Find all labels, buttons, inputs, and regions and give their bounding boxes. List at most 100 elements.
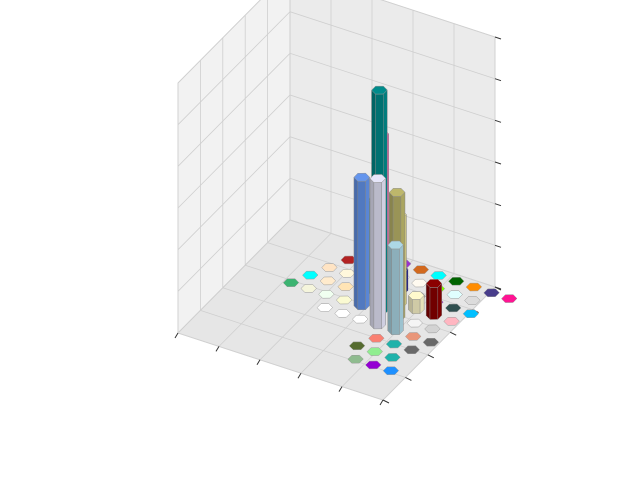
hex-bar	[425, 278, 443, 320]
hex-bar	[422, 338, 440, 347]
hex-bar	[335, 295, 353, 305]
hex-bar	[446, 290, 463, 299]
hex-bar	[369, 174, 387, 330]
hex-bar-top	[382, 366, 400, 375]
hex-bar	[403, 345, 420, 355]
hex-bar	[448, 277, 465, 286]
hex-bar-top	[405, 332, 422, 341]
hex-bar	[302, 270, 319, 280]
hex-bar-top	[353, 172, 370, 182]
hex-bar-top	[462, 309, 479, 318]
hex-bar-top	[406, 318, 423, 328]
y-tick	[449, 331, 457, 336]
hex-bar-side	[369, 178, 375, 330]
x-tick	[338, 386, 343, 392]
x-tick	[174, 332, 179, 339]
hex-bar	[353, 172, 370, 311]
hex-bar-top	[430, 271, 447, 280]
grid-line	[218, 233, 332, 347]
hex-bar-top	[403, 345, 420, 355]
hex-bar	[462, 309, 479, 318]
hex-bar	[352, 314, 369, 324]
hex-bar-top	[443, 317, 460, 326]
hex-bar-side	[365, 176, 370, 311]
hex-bar-side	[373, 182, 382, 330]
hex-bar-top	[446, 290, 463, 299]
hex-bar-top	[501, 294, 518, 303]
hex-bar-side	[429, 287, 438, 320]
z-tick	[494, 244, 502, 248]
y-tick	[382, 399, 390, 404]
hex-bar-top	[445, 303, 462, 313]
hex-bar-top	[366, 347, 383, 356]
hex-bar-side	[357, 180, 366, 311]
axes-ticks	[174, 36, 502, 406]
y-tick	[427, 354, 435, 359]
grid-line	[177, 219, 496, 334]
hex-bar-top	[412, 265, 430, 274]
hex-bar-top	[369, 174, 387, 183]
hex-bar-side	[426, 283, 431, 320]
grid-line	[177, 332, 384, 401]
hex-bar	[430, 271, 447, 280]
hex-bar	[319, 276, 337, 286]
grid-line	[177, 94, 496, 209]
hex-bar-top	[321, 263, 338, 272]
hex-bar	[365, 360, 382, 370]
hex-bar-top	[335, 295, 353, 305]
hex-bar-top	[319, 276, 337, 286]
hex-bar-top	[465, 282, 483, 292]
hex-bar	[405, 332, 422, 341]
hex-bar-top	[334, 309, 351, 318]
hex-bar	[316, 303, 333, 312]
hex-bar	[337, 282, 354, 291]
hex-bar-side	[399, 244, 404, 336]
hex-bar-top	[318, 290, 335, 299]
hex-bar-top	[388, 188, 406, 197]
hex-bar	[384, 353, 401, 362]
hex-bar	[387, 240, 404, 336]
hex-bar-top	[464, 296, 481, 305]
hex-bar-top	[352, 314, 369, 324]
grid-line	[177, 11, 496, 125]
hex-bar-top	[368, 334, 385, 343]
z-tick	[494, 78, 502, 82]
hex-bar-top	[340, 255, 357, 265]
hex-bar	[366, 347, 383, 356]
hex-bar-side	[353, 176, 358, 311]
grid-line	[177, 0, 496, 84]
hex-bar	[318, 290, 335, 299]
hex-bar-side	[412, 299, 421, 314]
hex-bar	[483, 288, 500, 298]
z-tick	[494, 161, 502, 165]
hex-bar	[465, 282, 483, 292]
grid-line	[177, 136, 496, 250]
hex-bar-top	[422, 338, 440, 347]
hex-bar	[412, 265, 430, 274]
hex-bar-top	[282, 278, 300, 287]
axes-panes	[177, 0, 496, 401]
x-tick	[256, 359, 261, 366]
hex-bar-top	[348, 341, 366, 351]
hex-bar-side	[437, 282, 442, 320]
x-tick	[297, 372, 302, 379]
hex-bar-top	[365, 360, 382, 370]
hex-bar	[382, 366, 400, 375]
grid-line	[259, 246, 373, 361]
hex-bar	[445, 303, 462, 313]
hex-bar-side	[391, 248, 400, 335]
hex-bar	[340, 255, 357, 265]
hex-bar	[334, 309, 351, 318]
x-tick	[379, 399, 384, 406]
bars-layer	[282, 85, 518, 375]
hex-bar	[464, 296, 481, 305]
hex-bar-top	[387, 240, 404, 250]
hex-bar	[368, 334, 385, 343]
hex-bar	[411, 278, 428, 288]
hex-bar-top	[408, 291, 425, 300]
hex-bar	[338, 269, 356, 278]
grid-line	[382, 286, 496, 401]
z-tick	[494, 203, 502, 207]
